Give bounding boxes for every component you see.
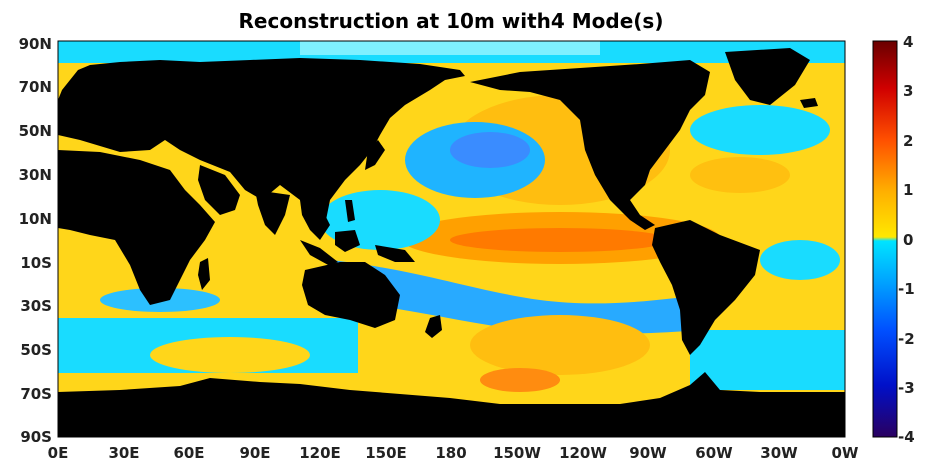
land-sumatra [300,240,338,266]
land-new-guinea [375,245,415,262]
land-south-america [652,220,760,355]
south-pacific-warm [470,315,650,375]
colorbar-tick-label: 2 [903,132,913,150]
lon-tick-label: 60W [695,444,733,462]
north-atlantic-warm [690,157,790,193]
lon-tick-label: 30W [760,444,798,462]
lon-tick-label: 180 [435,444,466,462]
colorbar: 4 3 2 1 0 -1 -2 -3 -4 [872,33,915,446]
land-uk [62,110,76,132]
lat-tick-label: 30S [20,297,52,315]
land-india [255,190,290,235]
colorbar-tick-label: 1 [903,181,913,199]
land-arabia [198,165,240,215]
land-iceland [800,98,818,108]
southern-ocean-band-east [690,330,845,390]
lat-tick-label: 70N [19,78,52,96]
lon-tick-label: 0E [48,444,69,462]
arctic-band-light [300,41,600,55]
land-australia [302,262,400,328]
north-atlantic-cold [690,105,830,155]
lat-tick-label: 70S [20,385,52,403]
chart-title: Reconstruction at 10m with4 Mode(s) [239,9,664,33]
colorbar-tick-label: -3 [898,379,915,397]
land-borneo [335,230,360,252]
lon-tick-label: 150E [365,444,407,462]
south-atlantic-cold [760,240,840,280]
land-eurasia [58,58,465,225]
lon-tick-label: 120W [559,444,607,462]
north-pacific-cold-core [450,132,530,168]
lat-tick-label: 10N [19,210,52,228]
map-frame [57,40,846,438]
land-greenland [725,48,810,105]
map-plot [58,41,845,437]
lon-tick-label: 60E [173,444,204,462]
land-africa [58,150,215,305]
lon-tick-label: 120E [299,444,341,462]
south-pacific-warm-core [480,368,560,392]
land-north-america [470,60,710,230]
land-new-zealand [425,315,442,338]
lon-tick-label: 0W [832,444,859,462]
lat-tick-label: 90N [19,35,52,53]
lon-tick-label: 30E [108,444,139,462]
colorbar-gradient [872,40,898,438]
south-pacific-cold-band [330,260,700,334]
land-antarctica [58,372,845,437]
equatorial-warm-core [450,228,670,252]
colorbar-tick-label: 3 [903,82,913,100]
land-indochina [300,200,330,240]
lat-tick-label: 10S [20,254,52,272]
latitude-axis: 90N 70N 50N 30N 10N 10S 30S 50S 70S 90S [19,35,52,446]
colorbar-tick-label: -4 [898,428,915,446]
longitude-axis: 0E 30E 60E 90E 120E 150E 180 150W 120W 9… [48,444,859,462]
land-philippines [345,200,355,222]
colorbar-tick-label: -1 [898,280,915,298]
lat-tick-label: 50S [20,341,52,359]
land-scandinavia [95,72,130,110]
lon-tick-label: 90W [629,444,667,462]
lon-tick-label: 150W [493,444,541,462]
lat-tick-label: 30N [19,166,52,184]
colorbar-tick-label: 4 [903,33,913,51]
land-mask [58,48,845,437]
colorbar-tick-label: 0 [903,231,913,249]
land-madagascar [198,258,210,290]
colorbar-tick-label: -2 [898,330,915,348]
lat-tick-label: 90S [20,428,52,446]
land-japan [365,140,385,170]
southern-ocean-yellow [150,337,310,373]
lat-tick-label: 50N [19,122,52,140]
lon-tick-label: 90E [239,444,270,462]
